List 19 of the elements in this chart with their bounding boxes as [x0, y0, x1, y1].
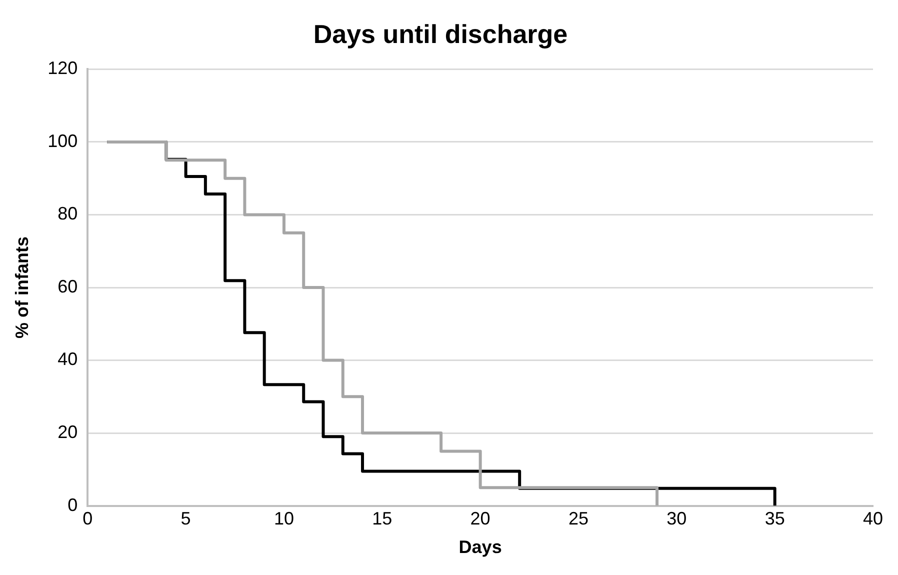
y-tick-label: 100	[48, 130, 78, 151]
chart-title: Days until discharge	[313, 18, 568, 49]
x-tick-label: 10	[274, 508, 294, 529]
y-tick-label: 60	[58, 276, 78, 296]
x-tick-label: 25	[568, 508, 589, 529]
y-axis-title: % of infants	[12, 236, 32, 338]
x-tick-label: 40	[862, 508, 884, 529]
x-tick-label: 20	[470, 508, 490, 529]
y-tick-label: 40	[58, 349, 78, 370]
x-tick-label: 35	[764, 508, 785, 529]
y-tick-label: 0	[68, 494, 78, 515]
x-tick-label: 15	[372, 508, 392, 529]
y-tick-label: 80	[58, 204, 78, 224]
x-tick-label: 5	[180, 508, 191, 529]
x-axis-title: Days	[458, 537, 502, 558]
x-tick-label: 0	[82, 508, 93, 529]
y-tick-label: 20	[58, 422, 78, 442]
y-tick-label: 120	[48, 58, 78, 78]
x-tick-label: 30	[666, 508, 687, 529]
